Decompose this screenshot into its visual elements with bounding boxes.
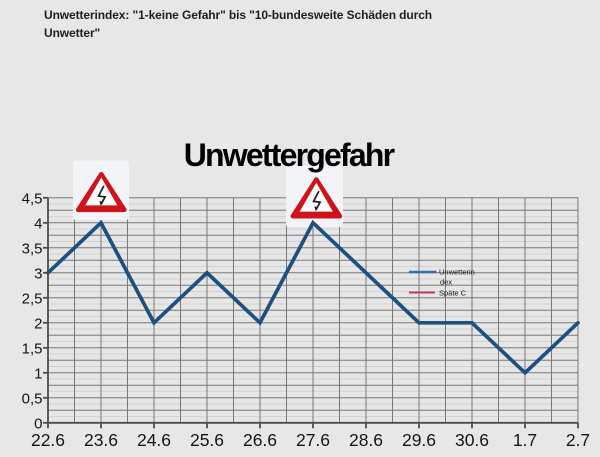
svg-text:4,5: 4,5: [22, 190, 43, 207]
svg-text:dex: dex: [440, 278, 452, 287]
svg-text:2: 2: [34, 315, 42, 332]
svg-text:26.6: 26.6: [243, 430, 277, 450]
svg-text:22.6: 22.6: [31, 430, 65, 450]
svg-text:28.6: 28.6: [349, 430, 383, 450]
svg-text:1,5: 1,5: [22, 340, 43, 357]
svg-text:0,5: 0,5: [22, 390, 43, 407]
svg-text:3: 3: [34, 265, 42, 282]
svg-text:Unwetterin: Unwetterin: [439, 268, 475, 277]
svg-text:1: 1: [34, 365, 42, 382]
svg-text:30.6: 30.6: [455, 430, 489, 450]
svg-text:23.6: 23.6: [84, 430, 118, 450]
svg-text:25.6: 25.6: [190, 430, 224, 450]
svg-text:Späte C: Späte C: [439, 289, 467, 298]
svg-text:3,5: 3,5: [22, 240, 43, 257]
svg-text:2.7: 2.7: [566, 430, 590, 450]
svg-text:24.6: 24.6: [137, 430, 171, 450]
svg-text:0: 0: [34, 415, 42, 432]
svg-text:1.7: 1.7: [513, 430, 537, 450]
svg-text:2,5: 2,5: [22, 290, 43, 307]
svg-text:27.6: 27.6: [296, 430, 330, 450]
svg-text:29.6: 29.6: [402, 430, 436, 450]
svg-text:4: 4: [34, 215, 42, 232]
